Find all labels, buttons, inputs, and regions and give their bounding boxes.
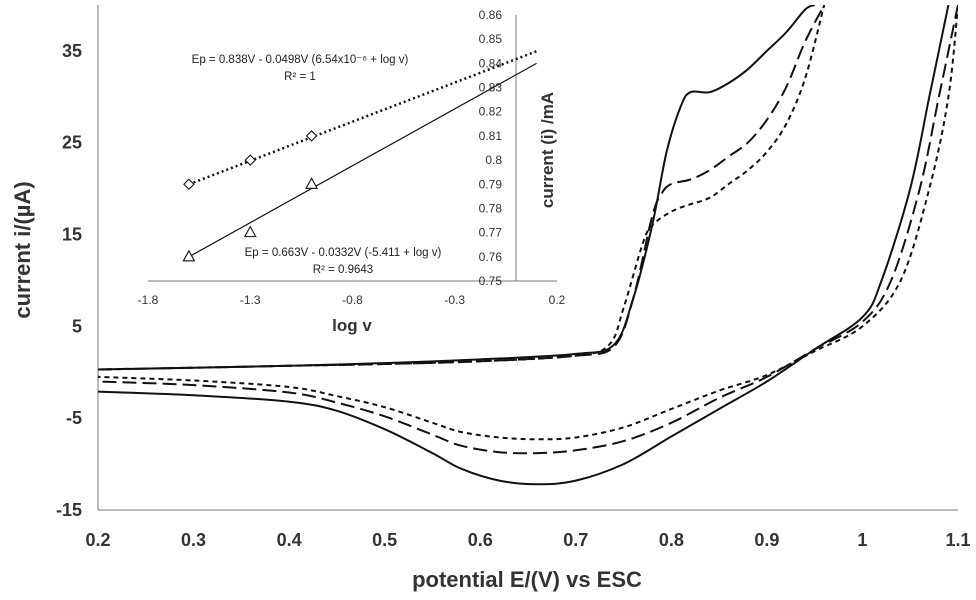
main-y-tick-label: 35 (62, 41, 82, 61)
inset-y-tick-label: 0.79 (479, 177, 503, 191)
main-y-axis-title: current i/(µA) (10, 181, 35, 318)
inset-marker-triangle (182, 249, 196, 262)
inset-y-tick-label: 0.83 (479, 81, 503, 95)
inset-y-ticks: 0.75 0.76 0.77 0.78 0.79 0.8 0.81 0.82 0.83 0.84 0… (479, 8, 503, 288)
inset-x-ticks: -1.8 -1.3 -0.8 -0.3 0.2 (138, 293, 566, 307)
main-x-ticks: 0.2 0.3 0.4 0.5 0.6 0.7 0.8 0.9 1 1.1 (85, 530, 970, 550)
main-y-tick-label: 25 (62, 133, 82, 153)
main-x-tick-label: 0.3 (181, 530, 206, 550)
main-curves (98, 5, 958, 486)
main-y-tick-label: 5 (72, 316, 82, 336)
main-series-short-dash-forward (98, 5, 826, 371)
main-chart: 0.2 0.3 0.4 0.5 0.6 0.7 0.8 0.9 1 1.1 -15 -5 5 15 25 3… (10, 5, 971, 592)
inset-marker-triangle (243, 225, 257, 238)
main-series-short-dash-reverse (98, 5, 958, 441)
main-x-tick-label: 0.9 (754, 530, 779, 550)
inset-marker-diamond (244, 154, 257, 166)
inset-x-tick-label: -0.3 (444, 293, 465, 307)
inset-x-tick-label: -1.8 (138, 293, 159, 307)
main-x-tick-label: 1 (857, 530, 867, 550)
main-series-long-dash-forward (98, 5, 826, 371)
inset-y-axis-title: current (i) /mA (538, 92, 557, 208)
inset-x-tick-label: -0.8 (342, 293, 363, 307)
inset-x-axis-title: log v (332, 316, 372, 335)
inset-marker-diamond (305, 130, 318, 142)
inset-markers (182, 130, 319, 262)
inset-chart: -1.8 -1.3 -0.8 -0.3 0.2 0.75 0.76 0.77 0.78 0.79… (103, 8, 573, 340)
inset-y-tick-label: 0.84 (479, 56, 503, 70)
inset-fit-triangle (188, 62, 537, 258)
inset-x-tick-label: -1.3 (240, 293, 261, 307)
main-x-tick-label: 1.1 (945, 530, 970, 550)
inset-y-tick-label: 0.8 (485, 153, 502, 167)
main-x-tick-label: 0.6 (468, 530, 493, 550)
inset-x-tick-label: 0.2 (549, 293, 566, 307)
main-y-tick-label: 15 (62, 225, 82, 245)
inset-y-tick-label: 0.81 (479, 129, 503, 143)
main-y-ticks: -15 -5 5 15 25 35 (56, 41, 82, 520)
main-series-solid-forward (98, 5, 816, 371)
inset-r2-diamond: R² = 1 (284, 71, 316, 83)
inset-marker-diamond (183, 178, 195, 191)
inset-fit-lines (188, 50, 537, 258)
inset-y-tick-label: 0.82 (479, 105, 503, 119)
main-x-tick-label: 0.8 (659, 530, 684, 550)
inset-marker-triangle (305, 177, 319, 189)
inset-y-tick-label: 0.86 (479, 8, 503, 22)
main-series-long-dash-reverse (98, 5, 958, 455)
main-y-tick-label: -15 (56, 500, 82, 520)
main-x-tick-label: 0.7 (563, 530, 588, 550)
main-y-tick-label: -5 (66, 408, 82, 428)
main-series-solid-reverse (98, 5, 950, 486)
inset-r2-triangle: R² = 0.9643 (313, 264, 373, 276)
inset-equation-diamond: Ep = 0.838V - 0.0498V (6.54x10⁻⁶ + log v… (192, 54, 409, 66)
inset-y-tick-label: 0.78 (479, 201, 503, 215)
inset-y-tick-label: 0.76 (479, 250, 503, 264)
inset-y-tick-label: 0.75 (479, 274, 503, 288)
main-x-axis-title: potential E/(V) vs ESC (412, 567, 642, 592)
inset-fit-diamond (188, 50, 537, 186)
inset-y-tick-label: 0.85 (479, 32, 503, 46)
inset-equation-triangle: Ep = 0.663V - 0.0332V (-5.411 + log v) (245, 247, 442, 259)
inset-y-tick-label: 0.77 (479, 226, 503, 240)
main-x-tick-label: 0.5 (372, 530, 397, 550)
main-x-tick-label: 0.2 (85, 530, 110, 550)
main-x-tick-label: 0.4 (277, 530, 302, 550)
